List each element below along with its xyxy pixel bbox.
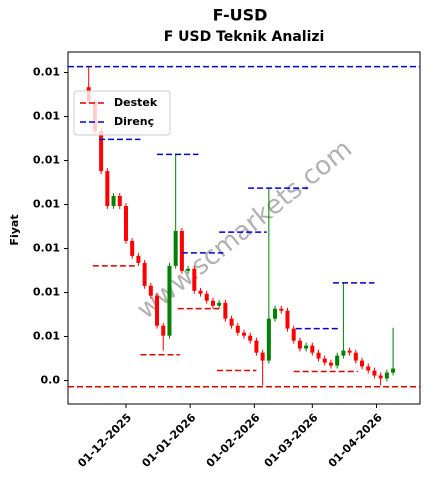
candle-body — [366, 366, 371, 371]
y-tick-label: 0.01 — [33, 110, 60, 123]
y-tick-label: 0.01 — [33, 198, 60, 211]
y-tick-label: 0.0 — [41, 374, 61, 387]
y-axis-label: Fiyat — [8, 214, 21, 245]
x-tick-label: 01-12-2025 — [75, 411, 134, 470]
candle-body — [117, 196, 122, 206]
candle-body — [304, 345, 309, 349]
y-tick-label: 0.01 — [33, 154, 60, 167]
candle-body — [167, 265, 172, 336]
y-tick-label: 0.01 — [33, 66, 60, 79]
candle-body — [111, 196, 116, 206]
candle-body — [372, 370, 377, 376]
y-tick-label: 0.01 — [33, 330, 60, 343]
candle-body — [99, 131, 104, 172]
y-tick-label: 0.01 — [33, 286, 60, 299]
candle-body — [235, 325, 240, 333]
candle-body — [273, 308, 278, 319]
candle-body — [179, 230, 184, 271]
candle-body — [192, 268, 197, 291]
candle-body — [260, 352, 265, 361]
legend-box — [73, 90, 171, 136]
legend-label: Direnç — [114, 115, 154, 128]
candle-body — [130, 240, 135, 256]
candle-body — [297, 340, 302, 349]
y-tick-label: 0.01 — [33, 242, 60, 255]
candle-body — [161, 325, 166, 336]
watermark: www.scmarkets.com — [131, 134, 357, 325]
candle-body — [279, 308, 284, 311]
x-tick-label: 01-03-2026 — [262, 411, 321, 470]
candle-body — [136, 255, 141, 263]
candle-body — [148, 285, 153, 296]
candle-body — [391, 368, 396, 373]
candle-body — [341, 350, 346, 356]
candle-body — [378, 375, 383, 379]
candle-body — [291, 328, 296, 341]
candle-body — [229, 318, 234, 326]
x-tick-label: 01-04-2026 — [326, 411, 385, 470]
candle-body — [105, 171, 110, 206]
candle-body — [198, 290, 203, 294]
chart-title: F-USD — [213, 6, 268, 25]
candle-body — [186, 268, 191, 271]
candle-body — [123, 206, 128, 241]
candle-body — [328, 362, 333, 366]
chart-subtitle: F USD Teknik Analizi — [164, 29, 325, 45]
candle-body — [285, 310, 290, 329]
candle-body — [384, 372, 389, 379]
candle-body — [173, 230, 178, 266]
candle-body — [210, 300, 215, 306]
candle-body — [353, 352, 358, 361]
candle-body — [248, 335, 253, 341]
candle-body — [223, 302, 228, 319]
candle-body — [347, 350, 352, 353]
candle-body — [142, 262, 147, 286]
candle-body — [360, 360, 365, 367]
candle-body — [335, 355, 340, 366]
candle-body — [155, 295, 160, 326]
plot-frame — [67, 51, 421, 405]
candle-body — [322, 358, 327, 363]
candle-body — [266, 318, 271, 361]
legend-label: Destek — [114, 96, 158, 109]
x-tick-label: 01-01-2026 — [139, 411, 198, 470]
candle-body — [316, 352, 321, 359]
candle-body — [217, 302, 222, 306]
candle-body — [242, 332, 246, 336]
candle-body — [310, 345, 315, 353]
candle-body — [204, 293, 209, 301]
x-tick-label: 01-02-2026 — [204, 411, 263, 470]
candle-body — [254, 340, 259, 353]
